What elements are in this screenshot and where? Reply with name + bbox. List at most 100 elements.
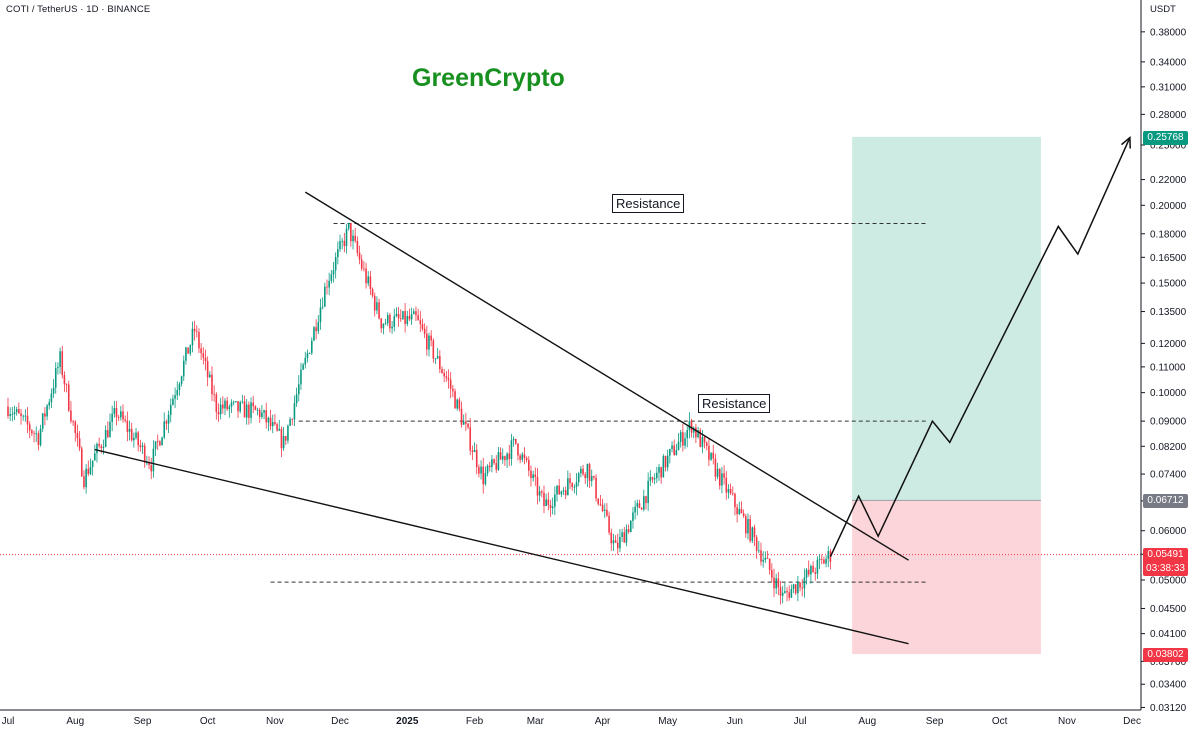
candle-body [597, 498, 600, 505]
candle-body [404, 311, 406, 324]
candle-body [449, 379, 452, 389]
candle-body [768, 558, 771, 571]
candle-body [330, 274, 333, 281]
candle-body [738, 508, 741, 515]
candle-body [115, 408, 118, 418]
candle-body [250, 402, 252, 418]
candle-body [649, 477, 652, 481]
candle-body [612, 540, 615, 544]
candle-body [777, 578, 780, 588]
candle-body [608, 515, 610, 533]
candle-body [369, 276, 372, 290]
candle-body [163, 421, 166, 438]
candle-body [146, 462, 148, 464]
candle-body [734, 493, 736, 508]
candle-body [662, 456, 665, 478]
candle-body [773, 577, 775, 589]
candle-body [755, 537, 758, 551]
candle-body [57, 367, 59, 369]
candle-body [83, 476, 85, 488]
candle-body [358, 252, 361, 260]
candle-body [41, 413, 44, 429]
candle-body [556, 485, 558, 495]
candle-body [347, 223, 350, 229]
candle-body [725, 477, 728, 493]
candle-body [616, 542, 619, 549]
symbol-title[interactable]: COTI / TetherUS · 1D · BINANCE [6, 4, 151, 15]
candle-body [690, 421, 693, 433]
candle-body [213, 394, 215, 396]
candle-body [697, 430, 699, 438]
candle-body [434, 358, 437, 360]
candle-body [699, 430, 702, 447]
candle-body [263, 410, 265, 413]
candle-body [378, 302, 380, 319]
candle-body [677, 441, 680, 451]
candle-body [560, 491, 563, 495]
x-tick-label: Dec [331, 716, 349, 727]
candle-body [78, 438, 81, 449]
candle-body [399, 318, 402, 320]
candle-body [636, 503, 639, 507]
candle-body [614, 540, 617, 543]
candle-body [751, 527, 754, 541]
candle-body [816, 559, 819, 574]
candle-body [666, 455, 669, 468]
candle-body [224, 400, 226, 409]
candle-body [128, 428, 131, 432]
candle-body [376, 302, 378, 311]
candle-body [480, 466, 482, 474]
candle-body [645, 496, 647, 503]
candle-body [65, 384, 68, 386]
candle-body [784, 591, 786, 593]
candle-body [718, 468, 721, 486]
candle-body [267, 417, 270, 423]
candle-body [827, 551, 830, 559]
candle-body [532, 474, 534, 479]
y-tick-label: 0.31000 [1150, 82, 1187, 93]
candle-body [514, 438, 517, 444]
candle-body [172, 398, 174, 405]
profit-zone [852, 136, 1041, 501]
candle-body [87, 468, 90, 474]
candle-body [265, 410, 268, 423]
candle-body [727, 488, 730, 493]
candle-body [452, 388, 454, 392]
candle-body [354, 235, 356, 241]
entry-price-tag: 0.06712 [1143, 494, 1188, 508]
candle-body [89, 467, 92, 474]
x-tick-label: 2025 [396, 716, 419, 727]
candle-body [638, 503, 641, 508]
candle-body [788, 592, 790, 598]
candle-body [469, 427, 472, 451]
candle-body [328, 280, 330, 288]
candle-body [460, 408, 463, 425]
candle-body [152, 448, 155, 472]
y-tick-label: 0.11000 [1150, 362, 1186, 373]
candle-body [575, 482, 578, 487]
y-tick-label: 0.08200 [1150, 442, 1187, 453]
candle-body [408, 315, 411, 320]
candle-body [304, 357, 307, 365]
candle-body [133, 437, 135, 441]
candle-body [586, 463, 589, 479]
candle-body [549, 504, 552, 509]
candle-body [239, 402, 241, 412]
candle-body [319, 307, 322, 323]
candle-body [593, 476, 595, 478]
x-tick-label: Sep [134, 716, 152, 727]
y-tick-label: 0.03400 [1150, 680, 1187, 691]
candle-body [484, 473, 487, 485]
candle-body [590, 476, 593, 482]
candle-body [439, 355, 441, 370]
candle-body [710, 452, 712, 460]
candle-body [33, 433, 35, 435]
candle-body [321, 306, 324, 308]
candle-body [771, 570, 773, 578]
candle-body [660, 467, 662, 478]
candle-body [486, 465, 489, 474]
candle-body [760, 550, 762, 562]
candle-body [721, 473, 723, 486]
